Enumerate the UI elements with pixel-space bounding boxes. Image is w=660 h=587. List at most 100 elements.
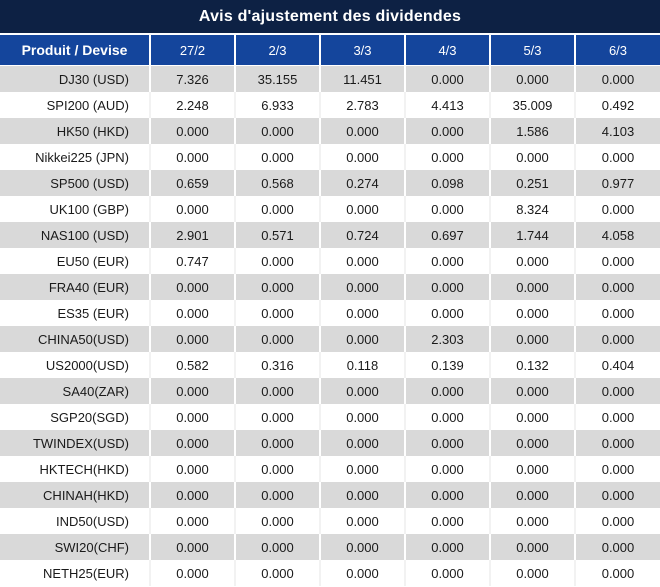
value-cell: 0.000 <box>319 300 405 326</box>
table-row: IND50(USD) 0.000 0.000 0.000 0.000 0.000 0.000 <box>0 508 660 534</box>
table-row: HKTECH(HKD) 0.000 0.000 0.000 0.000 0.000 0.00… <box>0 456 660 482</box>
value-cell: 0.000 <box>404 378 490 404</box>
value-cell: 0.747 <box>149 248 235 274</box>
value-cell: 0.139 <box>404 352 490 378</box>
value-cell: 0.571 <box>234 222 320 248</box>
value-cell: 0.000 <box>574 65 660 92</box>
product-cell: NETH25(EUR) <box>0 560 150 586</box>
value-cell: 0.000 <box>234 326 320 352</box>
value-cell: 0.977 <box>574 170 660 196</box>
product-cell: FRA40 (EUR) <box>0 274 150 300</box>
value-cell: 0.000 <box>319 404 405 430</box>
value-cell: 8.324 <box>489 196 575 222</box>
table-row: NAS100 (USD) 2.901 0.571 0.724 0.697 1.744 4.0… <box>0 222 660 248</box>
value-cell: 35.155 <box>234 65 320 92</box>
value-cell: 0.000 <box>319 144 405 170</box>
value-cell: 0.000 <box>319 248 405 274</box>
value-cell: 0.724 <box>319 222 405 248</box>
value-cell: 0.000 <box>574 560 660 586</box>
value-cell: 0.000 <box>574 300 660 326</box>
value-cell: 2.783 <box>319 92 405 118</box>
value-cell: 0.000 <box>149 326 235 352</box>
value-cell: 0.000 <box>234 118 320 144</box>
product-cell: SGP20(SGD) <box>0 404 150 430</box>
value-cell: 0.000 <box>574 326 660 352</box>
value-cell: 0.000 <box>404 144 490 170</box>
value-cell: 0.000 <box>404 196 490 222</box>
value-cell: 0.098 <box>404 170 490 196</box>
value-cell: 0.000 <box>149 456 235 482</box>
value-cell: 0.000 <box>489 404 575 430</box>
value-cell: 0.000 <box>234 196 320 222</box>
value-cell: 6.933 <box>234 92 320 118</box>
value-cell: 0.000 <box>234 248 320 274</box>
value-cell: 0.000 <box>149 534 235 560</box>
value-cell: 0.000 <box>319 430 405 456</box>
value-cell: 0.000 <box>319 560 405 586</box>
value-cell: 0.000 <box>404 65 490 92</box>
value-cell: 0.000 <box>234 560 320 586</box>
value-cell: 4.413 <box>404 92 490 118</box>
value-cell: 0.000 <box>319 482 405 508</box>
table-row: SA40(ZAR) 0.000 0.000 0.000 0.000 0.000 0.000 <box>0 378 660 404</box>
page-title: Avis d'ajustement des dividendes <box>0 0 660 35</box>
table-row: TWINDEX(USD) 0.000 0.000 0.000 0.000 0.000 0.0… <box>0 430 660 456</box>
value-cell: 0.000 <box>489 274 575 300</box>
value-cell: 0.000 <box>574 274 660 300</box>
value-cell: 1.586 <box>489 118 575 144</box>
table-row: SPI200 (AUD) 2.248 6.933 2.783 4.413 35.009 0.… <box>0 92 660 118</box>
value-cell: 0.000 <box>234 534 320 560</box>
value-cell: 0.000 <box>404 404 490 430</box>
value-cell: 0.000 <box>149 274 235 300</box>
product-cell: CHINA50(USD) <box>0 326 150 352</box>
value-cell: 2.248 <box>149 92 235 118</box>
value-cell: 0.000 <box>489 300 575 326</box>
product-cell: SPI200 (AUD) <box>0 92 150 118</box>
value-cell: 0.000 <box>149 482 235 508</box>
product-cell: CHINAH(HKD) <box>0 482 150 508</box>
product-cell: NAS100 (USD) <box>0 222 150 248</box>
product-cell: US2000(USD) <box>0 352 150 378</box>
value-cell: 0.000 <box>319 326 405 352</box>
value-cell: 0.697 <box>404 222 490 248</box>
value-cell: 0.000 <box>234 144 320 170</box>
value-cell: 0.274 <box>319 170 405 196</box>
value-cell: 0.000 <box>319 534 405 560</box>
table-row: UK100 (GBP) 0.000 0.000 0.000 0.000 8.324 0.00… <box>0 196 660 222</box>
product-cell: SP500 (USD) <box>0 170 150 196</box>
table-row: NETH25(EUR) 0.000 0.000 0.000 0.000 0.000 0.00… <box>0 560 660 586</box>
value-cell: 0.118 <box>319 352 405 378</box>
product-cell: HKTECH(HKD) <box>0 456 150 482</box>
value-cell: 0.000 <box>404 560 490 586</box>
product-cell: UK100 (GBP) <box>0 196 150 222</box>
value-cell: 0.251 <box>489 170 575 196</box>
value-cell: 0.000 <box>574 248 660 274</box>
value-cell: 0.000 <box>574 482 660 508</box>
value-cell: 0.659 <box>149 170 235 196</box>
value-cell: 0.000 <box>489 378 575 404</box>
table-row: Nikkei225 (JPN) 0.000 0.000 0.000 0.000 0.000… <box>0 144 660 170</box>
value-cell: 35.009 <box>489 92 575 118</box>
value-cell: 0.000 <box>234 274 320 300</box>
value-cell: 0.000 <box>319 196 405 222</box>
value-cell: 4.058 <box>574 222 660 248</box>
value-cell: 0.000 <box>404 118 490 144</box>
product-cell: EU50 (EUR) <box>0 248 150 274</box>
value-cell: 0.000 <box>234 378 320 404</box>
value-cell: 0.000 <box>234 482 320 508</box>
table-row: EU50 (EUR) 0.747 0.000 0.000 0.000 0.000 0.000 <box>0 248 660 274</box>
table-row: HK50 (HKD) 0.000 0.000 0.000 0.000 1.586 4.103 <box>0 118 660 144</box>
value-cell: 7.326 <box>149 65 235 92</box>
value-cell: 0.000 <box>574 196 660 222</box>
value-cell: 0.000 <box>489 508 575 534</box>
value-cell: 0.000 <box>489 430 575 456</box>
value-cell: 0.000 <box>234 508 320 534</box>
value-cell: 0.000 <box>149 560 235 586</box>
column-header-date: 6/3 <box>574 35 660 66</box>
value-cell: 0.000 <box>489 144 575 170</box>
product-cell: Nikkei225 (JPN) <box>0 144 150 170</box>
value-cell: 0.568 <box>234 170 320 196</box>
value-cell: 4.103 <box>574 118 660 144</box>
table-row: ES35 (EUR) 0.000 0.000 0.000 0.000 0.000 0.000 <box>0 300 660 326</box>
value-cell: 2.303 <box>404 326 490 352</box>
